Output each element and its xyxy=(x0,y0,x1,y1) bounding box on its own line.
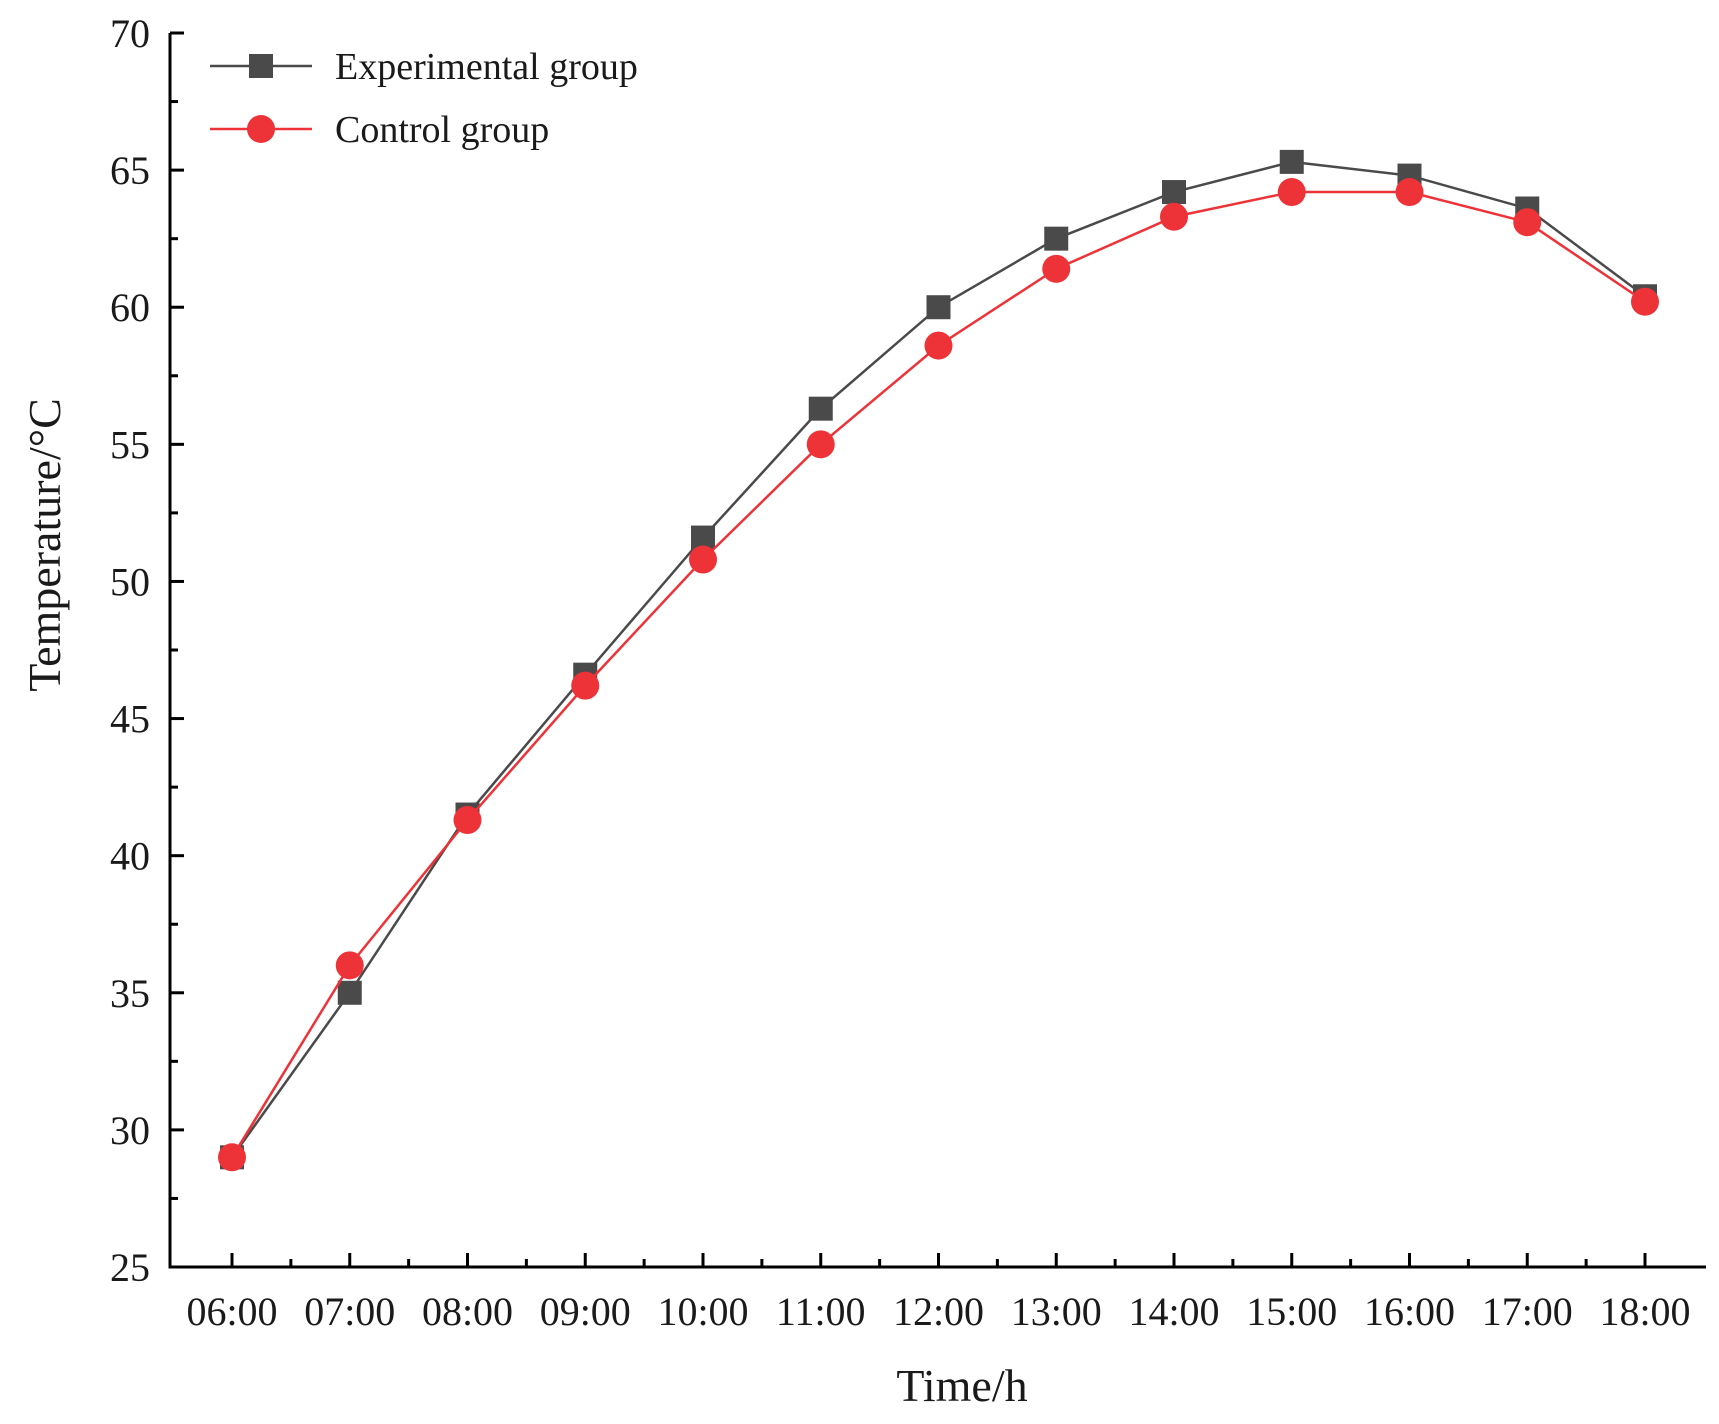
axis-frame xyxy=(168,33,1706,1269)
data-point-experimental-group xyxy=(337,980,362,1005)
x-tick-label: 18:00 xyxy=(1599,1289,1690,1334)
data-point-control-group xyxy=(218,1143,246,1172)
data-point-experimental-group xyxy=(926,295,951,320)
data-point-control-group xyxy=(806,430,835,459)
data-point-control-group xyxy=(1160,202,1188,231)
data-point-experimental-group xyxy=(1162,180,1186,205)
x-tick-label: 11:00 xyxy=(776,1289,866,1334)
data-point-control-group xyxy=(689,545,717,574)
y-tick-label: 30 xyxy=(110,1108,150,1153)
data-point-experimental-group xyxy=(1279,149,1304,174)
y-tick-label: 65 xyxy=(110,148,150,193)
legend-label: Control group xyxy=(335,109,549,151)
y-tick-label: 25 xyxy=(110,1245,150,1290)
x-tick-label: 17:00 xyxy=(1482,1289,1573,1334)
data-point-control-group xyxy=(1277,178,1306,207)
legend-label: Experimental group xyxy=(335,46,638,88)
data-point-experimental-group xyxy=(1044,226,1069,251)
series-control-group xyxy=(218,178,1659,1172)
series-layer xyxy=(218,149,1659,1172)
axes: 25 30 35 40 45 50 55 60 65 70 06:00 07:00 08:00 09:00… xyxy=(110,11,1706,1334)
x-tick-label: 14:00 xyxy=(1128,1289,1219,1334)
x-tick-label: 13:00 xyxy=(1011,1289,1102,1334)
data-point-control-group xyxy=(335,951,364,980)
data-point-control-group xyxy=(453,806,482,835)
data-point-control-group xyxy=(1513,208,1542,237)
x-tick-label: 10:00 xyxy=(657,1289,748,1334)
y-tick-label: 50 xyxy=(110,559,150,604)
y-tick-label: 40 xyxy=(110,834,150,879)
x-tick-label: 16:00 xyxy=(1364,1289,1455,1334)
y-tick-label: 70 xyxy=(110,11,150,56)
legend-marker xyxy=(249,54,273,78)
x-tick-label: 06:00 xyxy=(186,1289,277,1334)
y-tick-label: 35 xyxy=(110,971,150,1016)
x-tick-label: 09:00 xyxy=(540,1289,631,1334)
x-tick-label: 07:00 xyxy=(304,1289,395,1334)
y-tick-label: 45 xyxy=(110,697,150,742)
y-tick-label: 55 xyxy=(110,422,150,467)
data-point-control-group xyxy=(1042,254,1071,283)
x-tick-label: 08:00 xyxy=(422,1289,513,1334)
data-point-control-group xyxy=(571,671,600,700)
data-point-control-group xyxy=(1395,178,1424,207)
x-axis-title: Time/h xyxy=(896,1360,1027,1411)
x-tick-label: 12:00 xyxy=(893,1289,984,1334)
legend: Experimental group Control group xyxy=(210,46,638,151)
x-tick-label: 15:00 xyxy=(1246,1289,1337,1334)
legend-marker xyxy=(247,115,275,143)
data-point-control-group xyxy=(1631,287,1659,316)
data-point-control-group xyxy=(924,331,953,360)
series-experimental-group xyxy=(220,149,1657,1170)
data-point-experimental-group xyxy=(808,396,833,421)
legend-item-experimental-group: Experimental group xyxy=(210,46,638,88)
y-axis-title: Temperature/°C xyxy=(19,398,70,692)
y-tick-label: 60 xyxy=(110,285,150,330)
legend-item-control-group: Control group xyxy=(210,109,549,151)
